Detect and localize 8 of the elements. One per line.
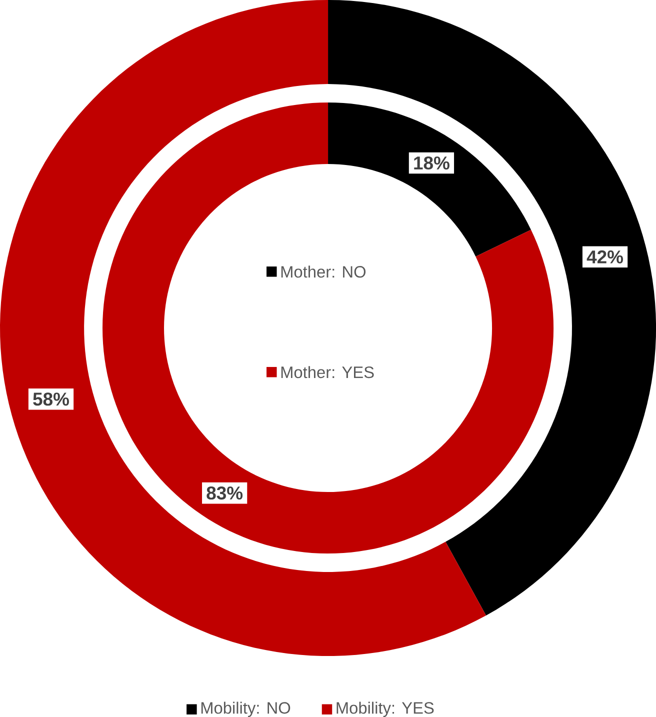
legend-label: Mobility: NO — [201, 702, 290, 717]
legend-label: Mother: NO — [281, 266, 366, 278]
data-label: 18% — [414, 156, 450, 170]
legend-label: Mother: YES — [281, 366, 374, 378]
data-label: 83% — [206, 486, 243, 500]
legend-label: Mobility: YES — [336, 702, 434, 717]
data-label: 58% — [33, 392, 69, 406]
data-label: 42% — [586, 250, 623, 264]
